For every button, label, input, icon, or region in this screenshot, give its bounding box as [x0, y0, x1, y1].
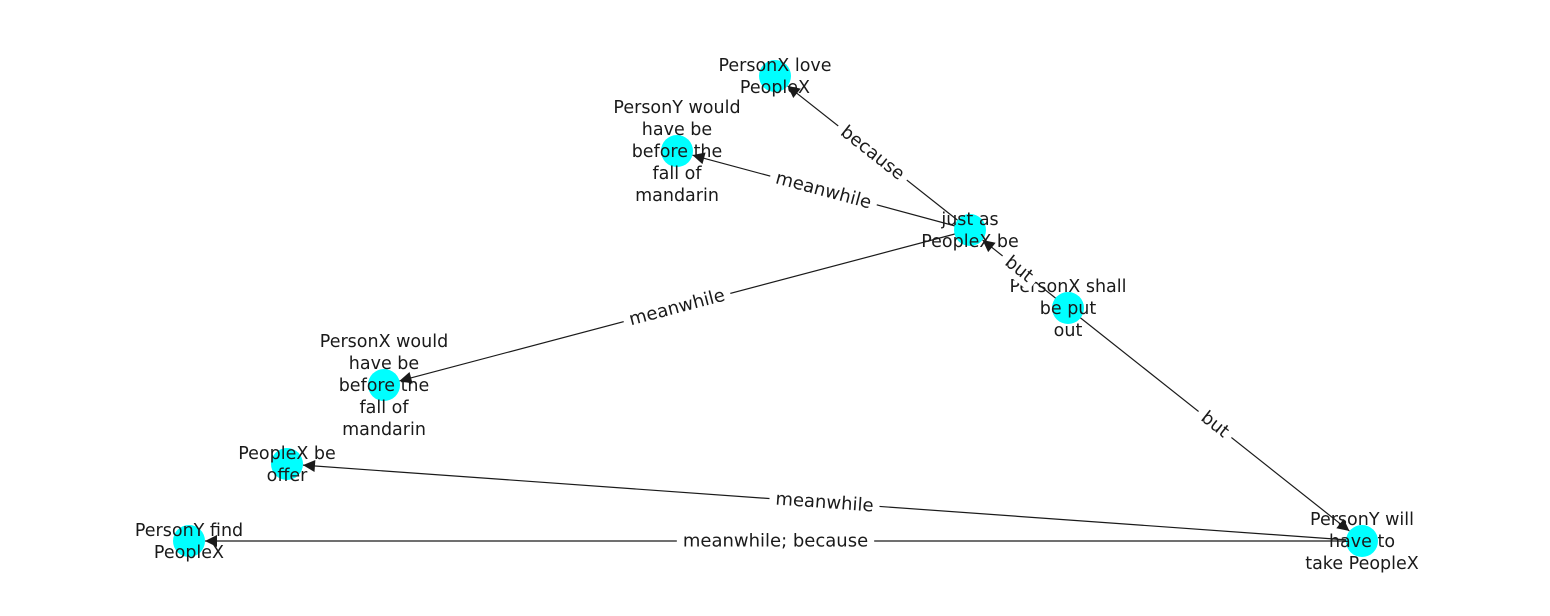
- edge-label-2: meanwhile: [620, 282, 734, 333]
- node-n_love: PersonX love PeopleX: [718, 56, 831, 98]
- edge-label-1: meanwhile: [767, 165, 880, 216]
- edge-label-background: [995, 246, 1043, 292]
- edge-label-text: because: [836, 121, 908, 184]
- edge-label-text: meanwhile: [775, 489, 875, 517]
- node-circle: [173, 525, 205, 557]
- edge-label-background: [620, 282, 734, 333]
- node-n_shall: PersonX shall be put out: [1009, 277, 1126, 341]
- edge-labels-layer: becausemeanwhilemeanwhilebutbutmeanwhile…: [620, 116, 1239, 553]
- node-n_x_would: PersonX would have be before the fall of man…: [320, 332, 448, 440]
- node-n_find: PersonY find PeopleX: [135, 521, 243, 563]
- node-label: PersonY find PeopleX: [135, 521, 243, 563]
- node-circle: [271, 448, 303, 480]
- node-circle: [759, 60, 791, 92]
- node-label: PersonX would have be before the fall of man…: [320, 332, 448, 440]
- node-label: PersonX love PeopleX: [718, 56, 831, 98]
- node-label: PersonY would have be before the fall of man…: [613, 98, 740, 206]
- edge-label-4: but: [1191, 402, 1239, 447]
- edge-label-background: [676, 529, 875, 553]
- edge-label-background: [768, 487, 881, 518]
- node-n_take: PersonY will have to take PeopleX: [1305, 510, 1419, 574]
- edge-label-5: meanwhile: [768, 487, 881, 518]
- node-circle: [1052, 292, 1084, 324]
- edge-label-text: meanwhile; because: [683, 531, 868, 552]
- edge-label-text: meanwhile: [773, 168, 873, 214]
- node-circle: [661, 135, 693, 167]
- edge-label-background: [831, 116, 914, 190]
- edge-label-background: [767, 165, 880, 216]
- edges-layer: [205, 85, 1363, 547]
- node-label: just as PeopleX be: [921, 210, 1019, 252]
- edge-label-background: [1191, 402, 1239, 447]
- edge-label-0: because: [831, 116, 914, 190]
- node-label: PersonX shall be put out: [1009, 277, 1126, 341]
- node-circle: [368, 369, 400, 401]
- node-label: PersonY will have to take PeopleX: [1305, 510, 1419, 574]
- node-circle: [954, 214, 986, 246]
- node-n_justas: just as PeopleX be: [921, 210, 1019, 252]
- edge-label-text: meanwhile: [627, 285, 727, 330]
- node-circle: [1346, 525, 1378, 557]
- node-n_offer: PeopleX be offer: [238, 444, 336, 486]
- edge-label-6: meanwhile; because: [676, 529, 875, 553]
- node-n_y_would: PersonY would have be before the fall of man…: [613, 98, 740, 206]
- node-label: PeopleX be offer: [238, 444, 336, 486]
